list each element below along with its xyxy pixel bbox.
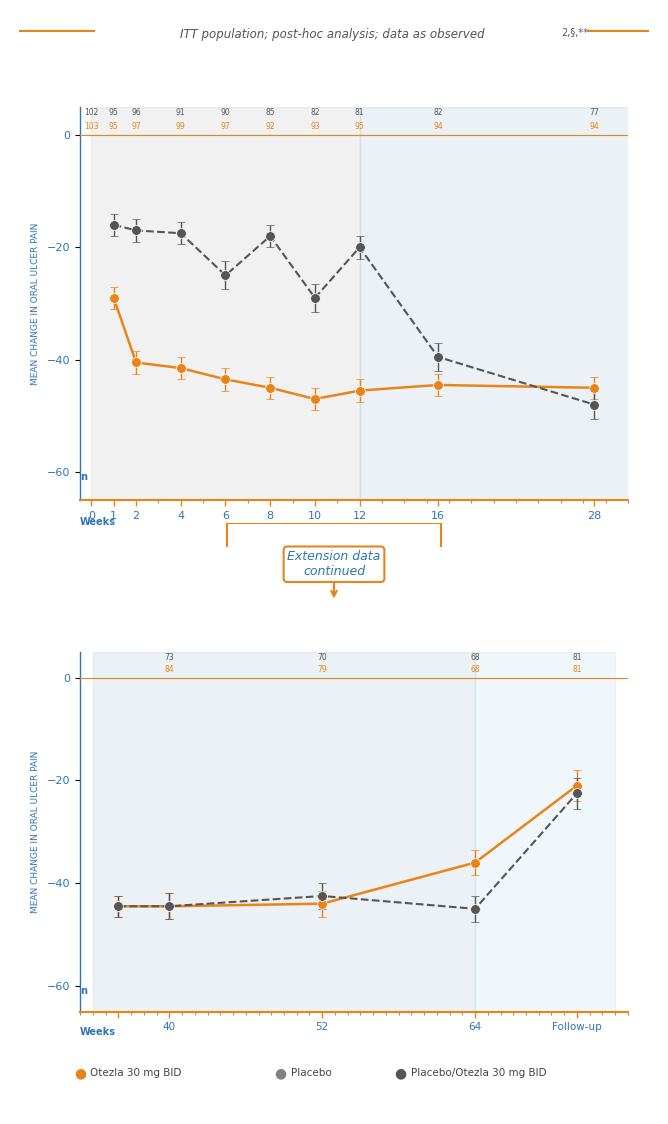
Y-axis label: MEAN CHANGE IN ORAL ULCER PAIN: MEAN CHANGE IN ORAL ULCER PAIN (31, 751, 40, 913)
Text: 93: 93 (310, 123, 320, 132)
Bar (93, 652, 475, 1012)
Text: 94: 94 (589, 123, 599, 132)
Text: 2,§,**: 2,§,** (561, 28, 588, 38)
Text: 99: 99 (176, 123, 186, 132)
Text: Weeks: Weeks (80, 1027, 116, 1037)
Text: ●: ● (74, 1067, 86, 1080)
Text: 73: 73 (164, 653, 174, 662)
Text: 92: 92 (265, 123, 275, 132)
Text: Extension data
continued: Extension data continued (287, 551, 381, 578)
Text: 96: 96 (131, 108, 141, 117)
Text: 95: 95 (355, 123, 365, 132)
Text: 90: 90 (220, 108, 230, 117)
Text: n: n (80, 472, 87, 482)
Text: ●: ● (275, 1067, 287, 1080)
Text: 94: 94 (433, 123, 443, 132)
Text: 81: 81 (572, 665, 582, 674)
Text: 81: 81 (572, 653, 582, 662)
Text: 70: 70 (317, 653, 327, 662)
Text: Weeks: Weeks (80, 517, 116, 527)
Bar (92, 107, 359, 500)
Text: ●: ● (395, 1067, 407, 1080)
Text: n: n (80, 986, 87, 996)
Text: Placebo: Placebo (291, 1069, 331, 1078)
Text: 82: 82 (310, 108, 320, 117)
Text: ITT population; post-hoc analysis; data as observed: ITT population; post-hoc analysis; data … (180, 28, 488, 42)
Text: 77: 77 (589, 108, 599, 117)
Bar (475, 652, 615, 1012)
Bar (359, 107, 639, 500)
Text: 81: 81 (355, 108, 364, 117)
Text: 85: 85 (265, 108, 275, 117)
Text: Placebo/Otezla 30 mg BID: Placebo/Otezla 30 mg BID (411, 1069, 546, 1078)
Text: 68: 68 (470, 653, 480, 662)
Text: 103: 103 (84, 123, 99, 132)
Text: 95: 95 (109, 123, 119, 132)
Text: 97: 97 (131, 123, 141, 132)
Text: 97: 97 (220, 123, 230, 132)
Text: 102: 102 (84, 108, 98, 117)
Text: 95: 95 (109, 108, 119, 117)
Text: 68: 68 (470, 665, 480, 674)
Text: Otezla 30 mg BID: Otezla 30 mg BID (90, 1069, 182, 1078)
Text: 79: 79 (317, 665, 327, 674)
Text: 82: 82 (433, 108, 443, 117)
Y-axis label: MEAN CHANGE IN ORAL ULCER PAIN: MEAN CHANGE IN ORAL ULCER PAIN (31, 223, 40, 384)
Text: 84: 84 (164, 665, 174, 674)
Text: 91: 91 (176, 108, 186, 117)
